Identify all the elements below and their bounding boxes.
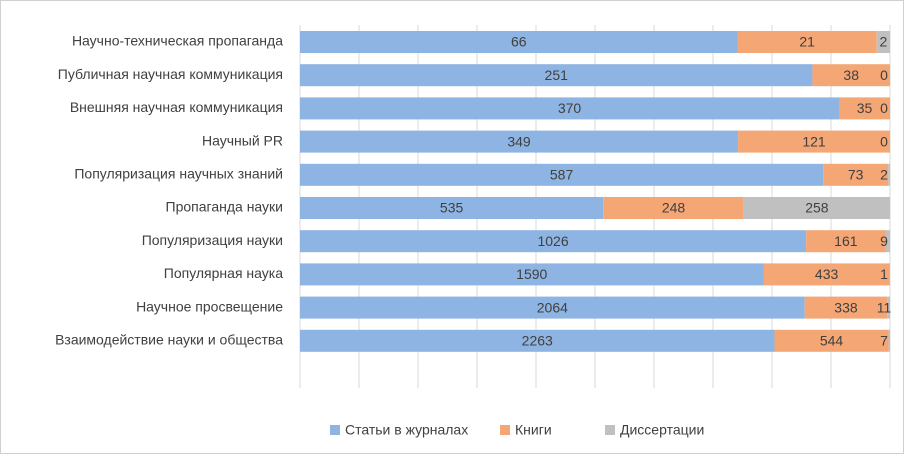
- data-label: 370: [558, 100, 582, 116]
- y-tick-label: Внешняя научная коммуникация: [70, 99, 283, 115]
- data-label: 7: [880, 333, 888, 349]
- data-label: 587: [550, 167, 574, 183]
- data-label: 433: [815, 266, 839, 282]
- data-label: 258: [805, 200, 829, 216]
- bar-segment: [889, 330, 890, 352]
- data-label: 2: [880, 167, 888, 183]
- data-label: 544: [820, 333, 844, 349]
- data-label: 248: [662, 200, 686, 216]
- data-label: 2064: [537, 299, 568, 315]
- y-tick-label: Научный PR: [202, 132, 283, 148]
- data-label: 2: [879, 34, 887, 50]
- legend-swatch: [330, 425, 340, 435]
- data-label: 1026: [537, 233, 568, 249]
- data-label: 73: [848, 167, 864, 183]
- data-label: 35: [857, 100, 873, 116]
- data-label: 535: [440, 200, 464, 216]
- data-label: 349: [507, 133, 531, 149]
- data-label: 338: [834, 299, 858, 315]
- y-tick-label: Популяризация научных знаний: [74, 166, 283, 182]
- data-label: 9: [880, 233, 888, 249]
- y-tick-label: Научно-техническая пропаганда: [72, 33, 283, 49]
- data-label: 0: [880, 100, 888, 116]
- y-tick-label: Публичная научная коммуникация: [58, 66, 283, 82]
- y-tick-label: Пропаганда науки: [166, 199, 283, 215]
- data-label: 0: [880, 133, 888, 149]
- data-label: 161: [834, 233, 858, 249]
- data-label: 121: [802, 133, 826, 149]
- data-label: 21: [799, 34, 815, 50]
- data-label: 66: [511, 34, 527, 50]
- legend-swatch: [500, 425, 510, 435]
- legend-label: Статьи в журналах: [345, 422, 468, 438]
- y-tick-label: Популярная наука: [164, 265, 283, 281]
- y-tick-label: Популяризация науки: [142, 232, 283, 248]
- data-label: 2263: [522, 333, 553, 349]
- data-label: 38: [843, 67, 859, 83]
- data-label: 1590: [516, 266, 547, 282]
- y-tick-label: Взаимодействие науки и общества: [55, 332, 283, 348]
- data-label: 1: [880, 266, 888, 282]
- data-label: 11: [877, 299, 892, 315]
- data-label: 0: [880, 67, 888, 83]
- data-label: 251: [545, 67, 569, 83]
- legend-label: Книги: [515, 422, 552, 438]
- legend-swatch: [605, 425, 615, 435]
- y-tick-label: Научное просвещение: [136, 298, 283, 314]
- legend-label: Диссертации: [620, 422, 704, 438]
- bar-segment: [888, 164, 890, 186]
